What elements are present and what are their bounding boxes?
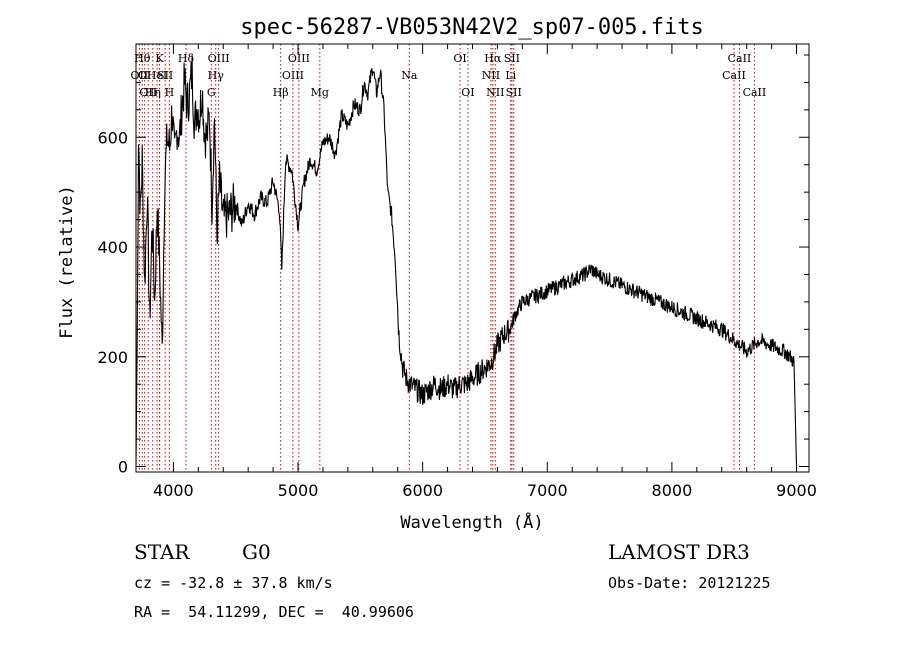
line-label-2: OI — [138, 69, 151, 82]
line-label-22: NII — [486, 86, 504, 99]
line-label-0: OII — [131, 69, 149, 82]
line-label-10: G — [207, 86, 216, 99]
line-label-12: OIII — [208, 52, 230, 65]
plot-frame — [135, 43, 810, 473]
y-tick-label-200: 200 — [97, 348, 128, 367]
line-label-17: Na — [401, 69, 418, 82]
x-tick-label-7000: 7000 — [527, 481, 568, 500]
line-label-11: Hγ — [208, 69, 225, 82]
line-label-16: Mg — [311, 86, 329, 99]
line-label-4: Hη — [145, 86, 161, 99]
line-markers-layer — [138, 44, 755, 472]
spectrum-line — [135, 55, 798, 467]
x-tick-label-8000: 8000 — [652, 481, 693, 500]
line-label-27: CaII — [728, 52, 752, 65]
x-tick-label-9000: 9000 — [776, 481, 817, 500]
line-label-20: NII — [482, 69, 500, 82]
line-label-24: SII — [504, 52, 520, 65]
line-label-7: SII — [157, 69, 173, 82]
line-labels-layer: OIIHθOIOIIHηHeIKSIIHHδGHγOIIIHβOIIIOIIIM… — [131, 52, 767, 99]
x-axis-label: Wavelength (Å) — [400, 511, 543, 533]
line-label-9: Hδ — [178, 52, 195, 65]
y-tick-label-0: 0 — [118, 458, 128, 477]
spectrum-layer — [135, 55, 798, 467]
line-label-19: OI — [461, 86, 474, 99]
x-tick-label-4000: 4000 — [153, 481, 194, 500]
object-class: STAR — [134, 540, 190, 564]
y-tick-label-600: 600 — [97, 128, 128, 147]
x-tick-label-6000: 6000 — [402, 481, 443, 500]
y-tick-label-400: 400 — [97, 238, 128, 257]
chart-title: spec-56287-VB053N42V2_sp07-005.fits — [240, 15, 704, 40]
line-label-3: OII — [139, 86, 157, 99]
line-label-18: OI — [453, 52, 466, 65]
line-label-25: SII — [506, 86, 522, 99]
line-label-1: Hθ — [134, 52, 151, 65]
x-tick-label-5000: 5000 — [278, 481, 319, 500]
line-label-8: H — [165, 86, 175, 99]
redshift-cz: cz = -32.8 ± 37.8 km/s — [134, 574, 333, 592]
survey-name: LAMOST DR3 — [608, 540, 750, 564]
line-label-28: CaII — [743, 86, 767, 99]
line-label-5: HeI — [147, 69, 167, 82]
line-label-23: Li — [505, 69, 516, 82]
ra-dec: RA = 54.11299, DEC = 40.99606 — [134, 603, 414, 621]
line-label-13: Hβ — [273, 86, 289, 99]
line-label-6: K — [155, 52, 164, 65]
line-label-21: Hα — [484, 52, 502, 65]
observation-date: Obs-Date: 20121225 — [608, 574, 771, 592]
line-label-26: CaII — [722, 69, 746, 82]
line-label-15: OIII — [288, 52, 310, 65]
line-label-14: OIII — [282, 69, 304, 82]
y-axis-label: Flux (relative) — [57, 185, 77, 339]
object-subclass: G0 — [242, 540, 271, 564]
axes-layer: 4000 5000 6000 7000 8000 9000 0 200 400 600 — [97, 43, 817, 500]
